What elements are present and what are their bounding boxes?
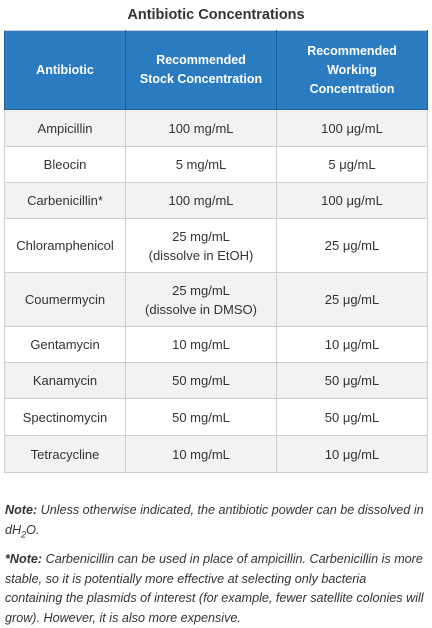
header-working-line2: Working — [327, 62, 377, 77]
cell-stock-concentration: 10 mg/mL — [125, 435, 277, 473]
header-antibiotic-label: Antibiotic — [36, 62, 94, 77]
antibiotic-name: Carbenicillin* — [27, 193, 103, 208]
cell-working-concentration: 25 μg/mL — [276, 218, 428, 273]
cell-working-concentration: 100 μg/mL — [276, 182, 428, 219]
cell-stock-concentration: 5 mg/mL — [125, 146, 277, 183]
antibiotic-name: Bleocin — [43, 157, 87, 172]
header-working-line3: Concentration — [309, 81, 395, 96]
cell-antibiotic: Bleocin — [4, 146, 126, 183]
stock-note: (dissolve in DMSO) — [145, 301, 257, 317]
working-value: 50 μg/mL — [324, 373, 380, 388]
cell-working-concentration: 25 μg/mL — [276, 272, 428, 327]
stock-value: 50 mg/mL — [172, 373, 230, 388]
antibiotic-name: Kanamycin — [32, 373, 98, 388]
header-row: Antibiotic Recommended Stock Concentrati… — [4, 30, 428, 110]
stock-value: 50 mg/mL — [172, 409, 230, 425]
cell-antibiotic: Tetracycline — [4, 435, 126, 473]
note-carbenicillin: *Note: Carbenicillin can be used in plac… — [0, 550, 432, 628]
cell-antibiotic: Chloramphenicol — [4, 218, 126, 273]
cell-antibiotic: Gentamycin — [4, 326, 126, 363]
cell-stock-concentration: 10 mg/mL — [125, 326, 277, 363]
antibiotic-name: Spectinomycin — [22, 409, 108, 425]
table-row: Spectinomycin 50 mg/mL 50 μg/mL — [4, 398, 428, 436]
header-working-concentration: Recommended Working Concentration — [276, 30, 428, 110]
table-row: Coumermycin 25 mg/mL (dissolve in DMSO) 25 … — [4, 272, 428, 327]
note1-text: Unless otherwise indicated, the antibiot… — [5, 503, 424, 537]
note1-subscript: 2 — [21, 529, 27, 540]
table-row: Ampicillin 100 mg/mL 100 μg/mL — [4, 109, 428, 147]
cell-antibiotic: Spectinomycin — [4, 398, 126, 436]
table-row: Carbenicillin* 100 mg/mL 100 μg/mL — [4, 182, 428, 219]
cell-antibiotic: Coumermycin — [4, 272, 126, 327]
cell-stock-concentration: 50 mg/mL — [125, 398, 277, 436]
table-title: Antibiotic Concentrations — [127, 7, 305, 23]
table-row: Chloramphenicol 25 mg/mL (dissolve in EtOH… — [4, 218, 428, 273]
header-stock-line2: Stock Concentration — [139, 72, 263, 86]
cell-stock-concentration: 50 mg/mL — [125, 362, 277, 399]
table-row: Tetracycline 10 mg/mL 10 μg/mL — [4, 435, 428, 473]
cell-stock-concentration: 100 mg/mL — [125, 109, 277, 147]
note1-label: Note: — [5, 503, 38, 517]
cell-antibiotic: Kanamycin — [4, 362, 126, 399]
cell-stock-concentration: 100 mg/mL — [125, 182, 277, 219]
working-value: 50 μg/mL — [324, 409, 380, 425]
stock-value: 25 mg/mL — [172, 228, 230, 244]
cell-antibiotic: Ampicillin — [4, 109, 126, 147]
note-dissolve: Note: Unless otherwise indicated, the an… — [0, 501, 432, 545]
table-row: Kanamycin 50 mg/mL 50 μg/mL — [4, 362, 428, 399]
cell-working-concentration: 50 μg/mL — [276, 362, 428, 399]
header-antibiotic: Antibiotic — [4, 30, 126, 110]
cell-working-concentration: 100 μg/mL — [276, 109, 428, 147]
cell-antibiotic: Carbenicillin* — [4, 182, 126, 219]
antibiotic-name: Gentamycin — [30, 337, 100, 352]
header-stock-line1: Recommended — [156, 53, 246, 67]
header-stock-concentration: Recommended Stock Concentration — [125, 30, 277, 110]
note2-text: Carbenicillin can be used in place of am… — [5, 552, 424, 625]
working-value: 25 μg/mL — [324, 238, 380, 253]
antibiotic-name: Ampicillin — [37, 120, 93, 136]
working-value: 100 μg/mL — [321, 120, 383, 136]
working-value: 10 μg/mL — [324, 337, 380, 352]
cell-working-concentration: 5 μg/mL — [276, 146, 428, 183]
cell-stock-concentration: 25 mg/mL (dissolve in DMSO) — [125, 272, 277, 327]
antibiotic-table: Antibiotic Recommended Stock Concentrati… — [4, 30, 428, 473]
stock-value: 10 mg/mL — [172, 337, 230, 352]
table-row: Gentamycin 10 mg/mL 10 μg/mL — [4, 326, 428, 363]
stock-value: 10 mg/mL — [172, 446, 230, 462]
cell-working-concentration: 50 μg/mL — [276, 398, 428, 436]
cell-working-concentration: 10 μg/mL — [276, 435, 428, 473]
cell-working-concentration: 10 μg/mL — [276, 326, 428, 363]
stock-value: 5 mg/mL — [175, 157, 227, 172]
stock-note: (dissolve in EtOH) — [148, 247, 254, 263]
stock-value: 100 mg/mL — [168, 120, 234, 136]
working-value: 5 μg/mL — [328, 157, 376, 172]
stock-value: 25 mg/mL — [172, 282, 230, 298]
note1-end: O. — [26, 522, 40, 537]
antibiotic-name: Tetracycline — [30, 446, 100, 462]
working-value: 100 μg/mL — [321, 193, 383, 208]
cell-stock-concentration: 25 mg/mL (dissolve in EtOH) — [125, 218, 277, 273]
working-value: 25 μg/mL — [324, 292, 380, 307]
antibiotic-name: Coumermycin — [24, 292, 106, 307]
header-working-line1: Recommended — [307, 43, 397, 58]
working-value: 10 μg/mL — [324, 446, 380, 462]
table-row: Bleocin 5 mg/mL 5 μg/mL — [4, 146, 428, 183]
antibiotic-name: Chloramphenicol — [16, 238, 114, 253]
note2-label: *Note: — [5, 552, 43, 566]
stock-value: 100 mg/mL — [168, 193, 234, 208]
